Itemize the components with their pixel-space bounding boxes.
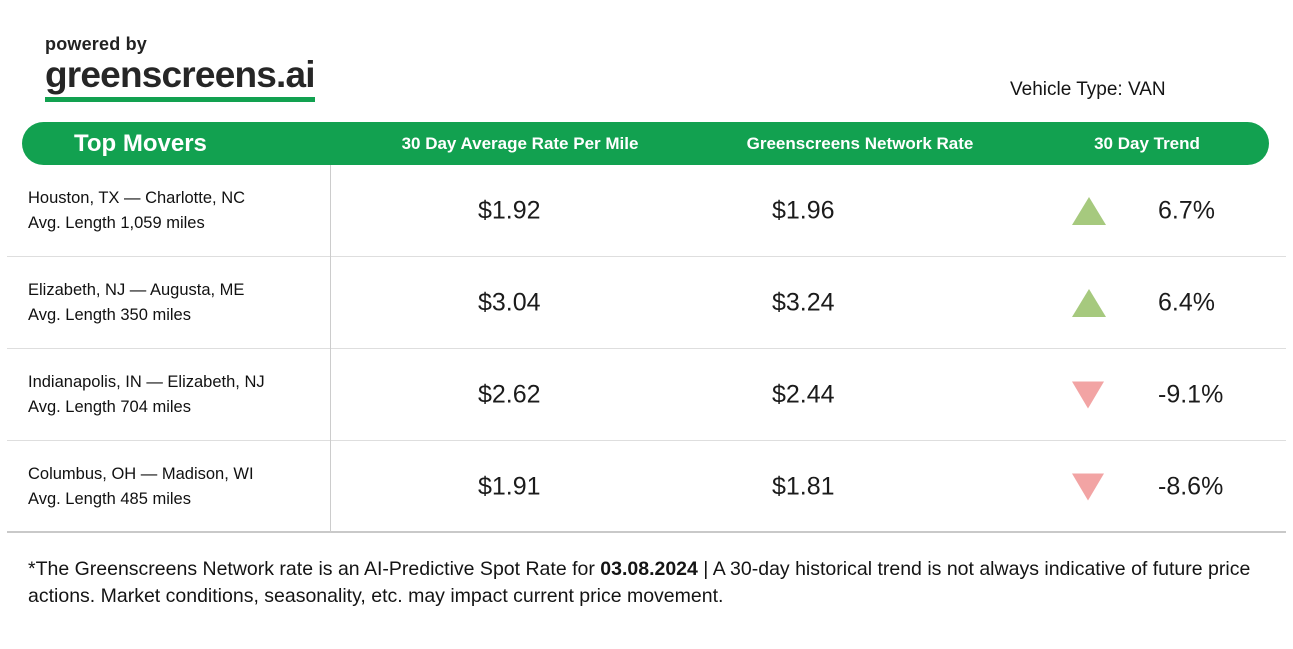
- trend-down-triangle-icon: [1072, 381, 1104, 409]
- lane-cell: Indianapolis, IN — Elizabeth, NJ Avg. Le…: [28, 373, 265, 417]
- vehicle-type-label: Vehicle Type: VAN: [1010, 79, 1166, 100]
- trend-triangle-cell: [1072, 381, 1104, 409]
- avg-rate-value: $3.04: [478, 288, 541, 317]
- disclaimer-date: 03.08.2024: [600, 558, 698, 580]
- brand-logo: powered by greenscreens.ai: [45, 34, 316, 102]
- powered-by-label: powered by: [45, 34, 148, 54]
- trend-up-triangle-icon: [1072, 197, 1106, 225]
- trend-triangle-cell: [1072, 473, 1104, 501]
- network-rate-value: $1.96: [772, 196, 835, 225]
- avg-length-label: Avg. Length 350 miles: [28, 306, 191, 324]
- network-rate-value: $2.44: [772, 380, 835, 409]
- lane-label: Indianapolis, IN — Elizabeth, NJ: [28, 373, 265, 391]
- trend-triangle-cell: [1072, 289, 1106, 317]
- trend-percent-value: 6.4%: [1158, 288, 1215, 317]
- avg-length-label: Avg. Length 1,059 miles: [28, 214, 205, 232]
- table-header-bar: Top Movers 30 Day Average Rate Per Mile …: [22, 122, 1269, 165]
- brand-name: greenscreens.ai: [45, 54, 316, 102]
- avg-length-label: Avg. Length 485 miles: [28, 490, 191, 508]
- trend-percent-value: -9.1%: [1158, 380, 1224, 409]
- avg-length-label: Avg. Length 704 miles: [28, 398, 191, 416]
- table-title: Top Movers: [74, 129, 207, 157]
- column-divider: [330, 165, 331, 533]
- lane-label: Columbus, OH — Madison, WI: [28, 465, 254, 483]
- avg-rate-value: $2.62: [478, 380, 541, 409]
- network-rate-value: $3.24: [772, 288, 835, 317]
- trend-down-triangle-icon: [1072, 473, 1104, 501]
- trend-up-triangle-icon: [1072, 289, 1106, 317]
- column-header-avg-rate: 30 Day Average Rate Per Mile: [401, 133, 639, 153]
- table-row: Houston, TX — Charlotte, NC Avg. Length …: [0, 165, 1293, 257]
- disclaimer-suffix: | A 30-day historical trend is not alway…: [28, 558, 1251, 607]
- table-row: Elizabeth, NJ — Augusta, ME Avg. Length …: [0, 257, 1293, 349]
- trend-percent-value: -8.6%: [1158, 472, 1224, 501]
- table-row: Indianapolis, IN — Elizabeth, NJ Avg. Le…: [0, 349, 1293, 441]
- network-rate-value: $1.81: [772, 472, 835, 501]
- column-header-network-rate: Greenscreens Network Rate: [746, 133, 974, 153]
- disclaimer-text: *The Greenscreens Network rate is an AI-…: [28, 556, 1268, 610]
- lane-cell: Elizabeth, NJ — Augusta, ME Avg. Length …: [28, 281, 244, 325]
- lane-label: Houston, TX — Charlotte, NC: [28, 189, 246, 207]
- table-row: Columbus, OH — Madison, WI Avg. Length 4…: [0, 441, 1293, 533]
- top-movers-table-body: Houston, TX — Charlotte, NC Avg. Length …: [0, 165, 1293, 533]
- trend-triangle-cell: [1072, 197, 1106, 225]
- trend-percent-value: 6.7%: [1158, 196, 1215, 225]
- disclaimer-prefix: *The Greenscreens Network rate is an AI-…: [28, 558, 601, 580]
- lane-label: Elizabeth, NJ — Augusta, ME: [28, 281, 245, 299]
- avg-rate-value: $1.91: [478, 472, 541, 501]
- lane-cell: Columbus, OH — Madison, WI Avg. Length 4…: [28, 465, 254, 509]
- avg-rate-value: $1.92: [478, 196, 541, 225]
- lane-cell: Houston, TX — Charlotte, NC Avg. Length …: [28, 189, 245, 233]
- column-header-trend: 30 Day Trend: [1094, 133, 1200, 153]
